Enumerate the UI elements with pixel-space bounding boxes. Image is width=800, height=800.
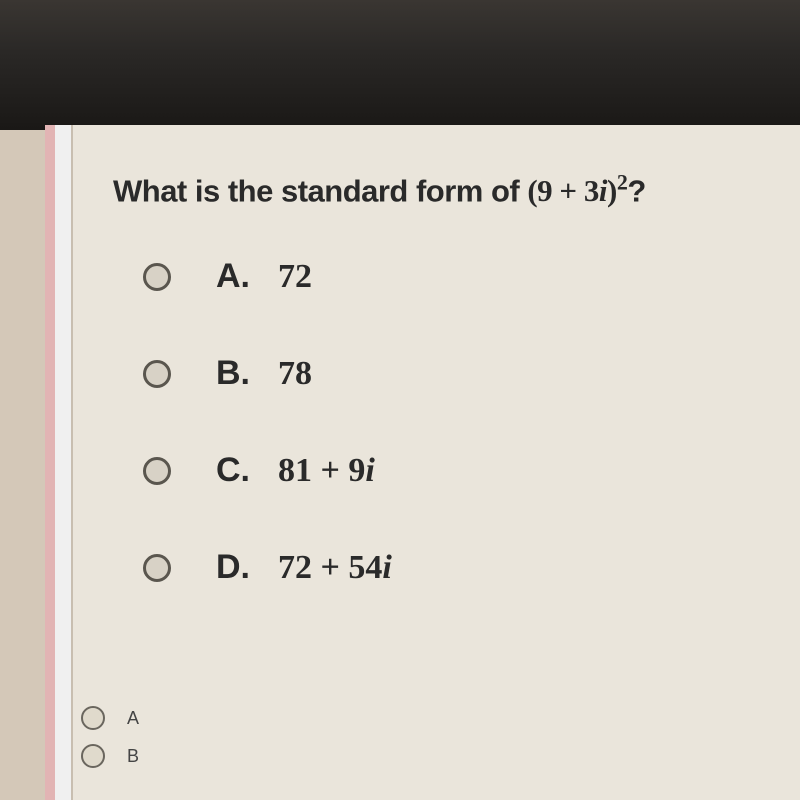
answer-choice-b[interactable]: B	[81, 744, 139, 768]
option-d[interactable]: D. 72 + 54i	[113, 548, 770, 587]
option-letter: D.	[216, 548, 250, 587]
quiz-content: What is the standard form of (9 + 3i)2? …	[73, 125, 800, 800]
option-c[interactable]: C. 81 + 9i	[113, 451, 770, 490]
answer-choice-a[interactable]: A	[81, 706, 139, 730]
question-expression: (9 + 3i)2	[527, 173, 627, 208]
answer-label: A	[127, 708, 139, 729]
device-bezel	[0, 0, 800, 130]
radio-icon[interactable]	[143, 457, 171, 485]
option-letter: B.	[216, 354, 250, 393]
question-text: What is the standard form of	[113, 173, 527, 208]
radio-icon[interactable]	[81, 706, 105, 730]
question-prompt: What is the standard form of (9 + 3i)2?	[113, 170, 770, 209]
radio-icon[interactable]	[143, 263, 171, 291]
answer-label: B	[127, 746, 139, 767]
radio-icon[interactable]	[143, 554, 171, 582]
option-value: 72 + 54i	[278, 549, 392, 587]
radio-icon[interactable]	[143, 360, 171, 388]
radio-icon[interactable]	[81, 744, 105, 768]
option-letter: A.	[216, 257, 250, 296]
answer-selector: A B	[81, 706, 139, 782]
page-edge	[55, 125, 73, 800]
option-b[interactable]: B. 78	[113, 354, 770, 393]
option-value: 81 + 9i	[278, 452, 375, 490]
option-a[interactable]: A. 72	[113, 257, 770, 296]
option-value: 78	[278, 355, 312, 393]
option-letter: C.	[216, 451, 250, 490]
option-value: 72	[278, 258, 312, 296]
